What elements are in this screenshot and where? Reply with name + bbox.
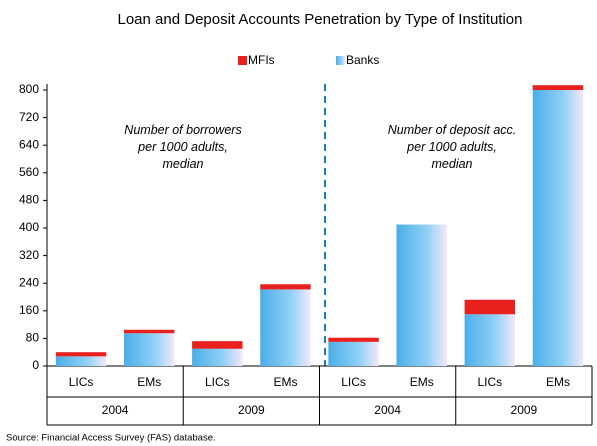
bar-segment <box>464 299 516 315</box>
group-label: 2004 <box>102 403 129 417</box>
x-tick-label: EMs <box>410 375 434 389</box>
y-tick-label: 640 <box>19 137 39 151</box>
bar-segment <box>328 341 379 366</box>
y-tick-label: 480 <box>19 193 39 207</box>
x-tick-label: LICs <box>205 375 230 389</box>
y-tick-label: 320 <box>19 248 39 262</box>
annotation: Number of deposit acc. per 1000 adults, me… <box>388 123 517 171</box>
x-tick-label: LICs <box>477 375 502 389</box>
y-tick-label: 720 <box>19 110 39 124</box>
x-tick-label: LICs <box>341 375 366 389</box>
y-tick-label: 0 <box>32 358 39 372</box>
bar-segment <box>192 348 243 366</box>
y-tick-label: 160 <box>19 303 39 317</box>
bar-segment <box>532 85 584 90</box>
bar-segment <box>328 337 379 342</box>
legend-label: Banks <box>346 53 379 67</box>
bar-segment <box>192 341 243 349</box>
chart-title: Loan and Deposit Accounts Penetration by… <box>118 11 523 28</box>
bar-segment <box>464 314 516 366</box>
y-tick-label: 240 <box>19 275 39 289</box>
bar-segment <box>396 224 447 366</box>
legend-label: MFIs <box>248 53 275 67</box>
legend-swatch <box>238 56 247 65</box>
group-label: 2004 <box>374 403 401 417</box>
annotation: Number of borrowers per 1000 adults, media… <box>124 123 241 171</box>
legend: MFIs Banks <box>238 53 379 67</box>
bar-segment <box>532 90 584 366</box>
x-tick-label: EMs <box>137 375 161 389</box>
group-label: 2009 <box>238 403 265 417</box>
x-tick-label: EMs <box>273 375 297 389</box>
bar-segment <box>55 356 107 366</box>
bar-segment <box>260 284 311 290</box>
bar-segment <box>260 289 311 366</box>
y-tick-label: 80 <box>26 331 40 345</box>
y-tick-label: 800 <box>19 82 39 96</box>
legend-swatch <box>336 56 345 65</box>
y-tick-label: 400 <box>19 220 39 234</box>
x-tick-label: LICs <box>69 375 94 389</box>
source: Source: Financial Access Survey (FAS) da… <box>6 433 216 444</box>
x-tick-label: EMs <box>546 375 570 389</box>
group-label: 2009 <box>511 403 538 417</box>
bar-segment <box>55 352 107 357</box>
bar-segment <box>123 333 175 366</box>
y-tick-label: 560 <box>19 165 39 179</box>
bar-segment <box>123 329 175 334</box>
